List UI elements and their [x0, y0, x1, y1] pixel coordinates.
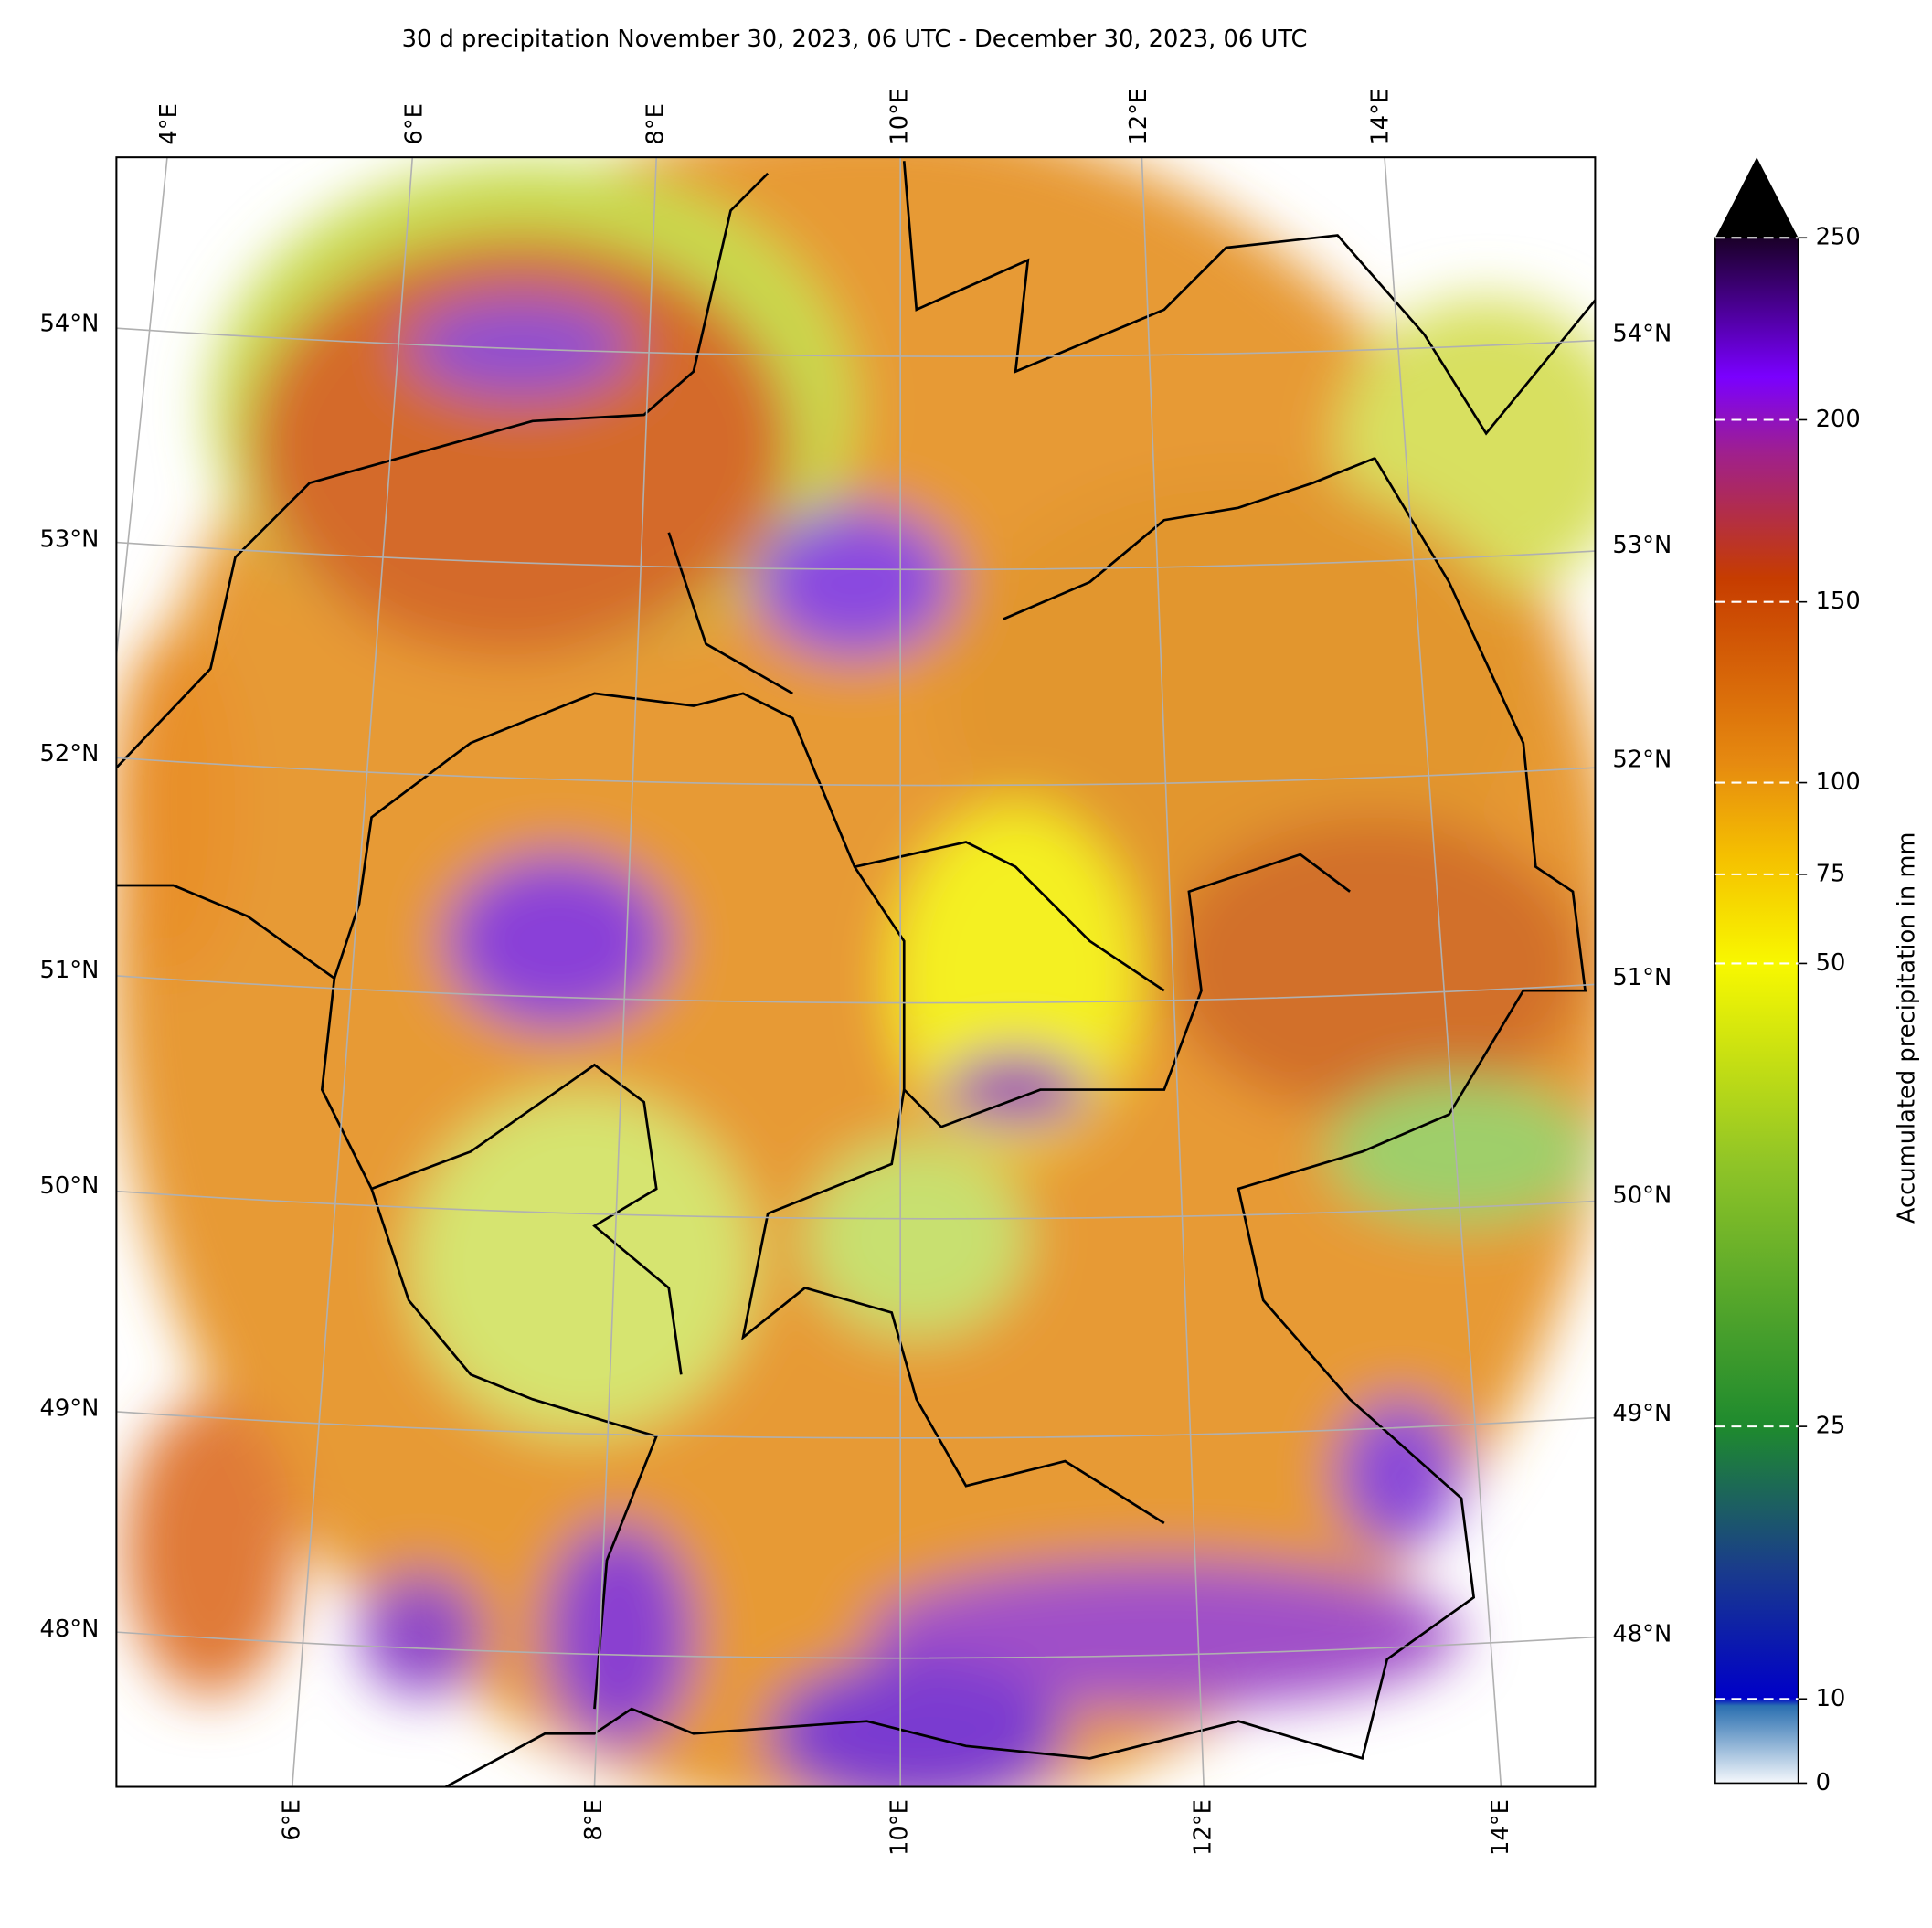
lat-label: 53°N: [1612, 532, 1672, 559]
lon-label: 10°E: [886, 89, 914, 145]
colorbar-tick-label: 10: [1816, 1685, 1846, 1712]
lon-label: 14°E: [1487, 1799, 1514, 1856]
lat-label: 54°N: [1612, 320, 1672, 347]
lat-label: 52°N: [1612, 747, 1672, 774]
lat-label: 49°N: [1612, 1400, 1672, 1427]
colorbar-tick-label: 50: [1816, 949, 1846, 977]
colorbar-label: Accumulated precipitation in mm: [1893, 832, 1920, 1224]
lat-label: 52°N: [40, 740, 100, 768]
colorbar-tick-label: 75: [1816, 860, 1846, 887]
colorbar-tick-label: 150: [1816, 588, 1861, 615]
lat-label: 54°N: [40, 311, 100, 338]
precip-field: [116, 157, 1596, 1787]
colorbar-tick-label: 25: [1816, 1413, 1846, 1440]
colorbar-tick-label: 250: [1816, 224, 1861, 251]
lat-label: 50°N: [40, 1172, 100, 1200]
lon-label: 8°E: [580, 1799, 608, 1841]
colorbar-body: [1714, 237, 1799, 1785]
lat-label: 48°N: [40, 1615, 100, 1643]
lat-label: 51°N: [40, 957, 100, 984]
colorbar: Accumulated precipitation in mm 0 10 25 50 7…: [1714, 157, 1920, 1796]
lat-label: 49°N: [40, 1395, 100, 1423]
colorbar-tick-label: 0: [1816, 1769, 1831, 1796]
graticule: [116, 157, 1596, 1787]
country-borders: [116, 161, 1596, 1787]
lat-label: 53°N: [40, 525, 100, 553]
lat-label: 48°N: [1612, 1620, 1672, 1647]
lon-label: 12°E: [1125, 89, 1152, 145]
graticule-labels: 4°E 6°E 8°E 10°E 12°E 14°E 6°E 8°E 10°E 12°E 14°E 5…: [40, 89, 1672, 1856]
colorbar-tick-label: 200: [1816, 406, 1861, 433]
lon-label: 12°E: [1190, 1799, 1217, 1856]
colorbar-extend-arrow: [1714, 157, 1799, 238]
lon-label: 4°E: [155, 103, 183, 145]
map-frame: [115, 156, 1597, 1788]
lon-label: 10°E: [886, 1799, 914, 1856]
lon-label: 14°E: [1366, 89, 1394, 145]
lon-label: 6°E: [400, 103, 428, 145]
lon-label: 6°E: [278, 1799, 305, 1841]
lon-label: 8°E: [642, 103, 670, 145]
colorbar-tick-label: 100: [1816, 768, 1861, 796]
title: 30 d precipitation November 30, 2023, 06…: [402, 26, 1308, 53]
lat-label: 51°N: [1612, 964, 1672, 991]
lat-label: 50°N: [1612, 1182, 1672, 1210]
